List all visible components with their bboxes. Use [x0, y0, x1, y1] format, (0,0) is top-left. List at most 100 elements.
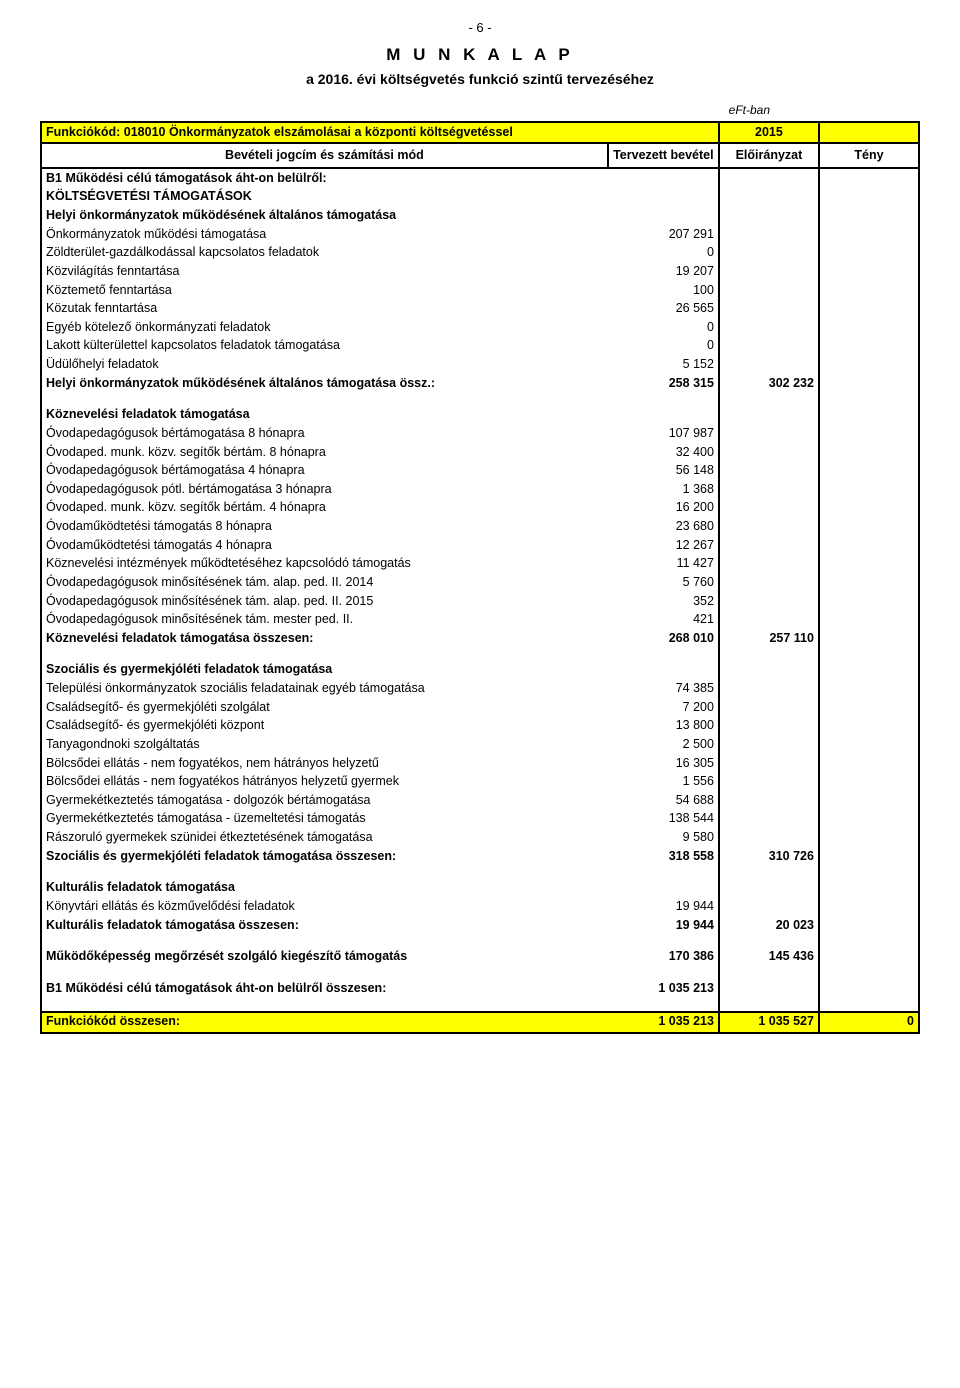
row-value: 207 291 — [608, 225, 719, 244]
row-label: Önkormányzatok működési támogatása — [41, 225, 608, 244]
footer-label: Funkciókód összesen: — [41, 1012, 608, 1033]
row-value: 54 688 — [608, 791, 719, 810]
section2-sum: Köznevelési feladatok támogatása összese… — [41, 629, 919, 648]
row-value: 13 800 — [608, 717, 719, 736]
row-value: 5 760 — [608, 573, 719, 592]
budget-table: Funkciókód: 018010 Önkormányzatok elszám… — [40, 121, 920, 1034]
table-row: Tanyagondnoki szolgáltatás2 500 — [41, 735, 919, 754]
table-row: Gyermekétkeztetés támogatása - dolgozók … — [41, 791, 919, 810]
row-label: Óvodapedagógusok bértámogatása 4 hónapra — [41, 462, 608, 481]
row-value: 74 385 — [608, 680, 719, 699]
row-value: 1 556 — [608, 773, 719, 792]
spacer — [41, 966, 919, 979]
row-value: 56 148 — [608, 462, 719, 481]
row-value: 1 368 — [608, 480, 719, 499]
row-value: 2 500 — [608, 735, 719, 754]
row-value: 0 — [608, 244, 719, 263]
section1-sum: Helyi önkormányzatok működésének általán… — [41, 374, 919, 393]
table-row: Óvodapedagógusok minősítésének tám. alap… — [41, 592, 919, 611]
column-headers: Bevételi jogcím és számítási mód Terveze… — [41, 143, 919, 169]
row-value: 32 400 — [608, 443, 719, 462]
table-row: Rászoruló gyermekek szünidei étkeztetésé… — [41, 829, 919, 848]
table-row: Lakott külterülettel kapcsolatos feladat… — [41, 337, 919, 356]
row-value: 11 427 — [608, 555, 719, 574]
row-label: Egyéb kötelező önkormányzati feladatok — [41, 318, 608, 337]
page-number: - 6 - — [40, 20, 920, 35]
row-label: Óvodaped. munk. közv. segítők bértám. 4 … — [41, 499, 608, 518]
table-row: Családsegítő- és gyermekjóléti szolgálat… — [41, 698, 919, 717]
row-label: Települési önkormányzatok szociális fela… — [41, 680, 608, 699]
spacer — [41, 866, 919, 879]
row-value: 19 207 — [608, 262, 719, 281]
grand-total: B1 Működési célú támogatások áht-on belü… — [41, 979, 919, 998]
spacer — [41, 648, 919, 661]
spacer — [41, 393, 919, 406]
row-label: Rászoruló gyermekek szünidei étkeztetésé… — [41, 829, 608, 848]
col-planned: Tervezett bevétel — [608, 143, 719, 169]
row-label: Óvodapedagógusok minősítésének tám. alap… — [41, 573, 608, 592]
table-row: Önkormányzatok működési támogatása207 29… — [41, 225, 919, 244]
footer-prev: 1 035 527 — [719, 1012, 819, 1033]
row-value: 100 — [608, 281, 719, 300]
footer-val: 1 035 213 — [608, 1012, 719, 1033]
table-row: Települési önkormányzatok szociális fela… — [41, 680, 919, 699]
section1-title1: B1 Működési célú támogatások áht-on belü… — [41, 168, 919, 188]
row-label: Közvilágítás fenntartása — [41, 262, 608, 281]
section3-title: Szociális és gyermekjóléti feladatok tám… — [41, 661, 919, 680]
footer-fact: 0 — [819, 1012, 919, 1033]
section4-sum: Kulturális feladatok támogatása összesen… — [41, 916, 919, 935]
section3-sum: Szociális és gyermekjóléti feladatok tám… — [41, 847, 919, 866]
row-label: Üdülőhelyi feladatok — [41, 356, 608, 375]
row-value: 12 267 — [608, 536, 719, 555]
row-value: 7 200 — [608, 698, 719, 717]
table-row: Óvodapedagógusok minősítésének tám. alap… — [41, 573, 919, 592]
table-row: Bölcsődei ellátás - nem fogyatékos, nem … — [41, 754, 919, 773]
section1-title3: Helyi önkormányzatok működésének általán… — [41, 207, 919, 226]
row-label: Könyvtári ellátás és közművelődési felad… — [41, 897, 608, 916]
col-fact: Tény — [819, 143, 919, 169]
table-row: Óvodaped. munk. közv. segítők bértám. 8 … — [41, 443, 919, 462]
row-value: 107 987 — [608, 424, 719, 443]
table-row: Családsegítő- és gyermekjóléti központ13… — [41, 717, 919, 736]
row-label: Családsegítő- és gyermekjóléti központ — [41, 717, 608, 736]
row-label: Bölcsődei ellátás - nem fogyatékos hátrá… — [41, 773, 608, 792]
row-label: Családsegítő- és gyermekjóléti szolgálat — [41, 698, 608, 717]
header-year: 2015 — [719, 122, 819, 143]
row-value: 23 680 — [608, 518, 719, 537]
unit-label: eFt-ban — [40, 103, 920, 117]
row-value: 16 305 — [608, 754, 719, 773]
row-value: 26 565 — [608, 300, 719, 319]
section2-title: Köznevelési feladatok támogatása — [41, 406, 919, 425]
row-label: Köztemető fenntartása — [41, 281, 608, 300]
row-value: 0 — [608, 337, 719, 356]
row-value: 19 944 — [608, 897, 719, 916]
table-row: Óvodaped. munk. közv. segítők bértám. 4 … — [41, 499, 919, 518]
table-row: Óvodapedagógusok bértámogatása 4 hónapra… — [41, 462, 919, 481]
spacer — [41, 998, 919, 1012]
table-row: Zöldterület-gazdálkodással kapcsolatos f… — [41, 244, 919, 263]
doc-title: M U N K A L A P — [40, 45, 920, 65]
page: - 6 - M U N K A L A P a 2016. évi költsé… — [0, 0, 960, 1064]
table-row: Köztemető fenntartása100 — [41, 281, 919, 300]
table-row: Köznevelési intézmények működtetéséhez k… — [41, 555, 919, 574]
section5-sum: Működőképesség megőrzését szolgáló kiegé… — [41, 948, 919, 967]
section4-title: Kulturális feladatok támogatása — [41, 879, 919, 898]
section1-title2: KÖLTSÉGVETÉSI TÁMOGATÁSOK — [41, 188, 919, 207]
row-label: Bölcsődei ellátás - nem fogyatékos, nem … — [41, 754, 608, 773]
row-label: Lakott külterülettel kapcsolatos feladat… — [41, 337, 608, 356]
footer-row: Funkciókód összesen: 1 035 213 1 035 527… — [41, 1012, 919, 1033]
row-label: Közutak fenntartása — [41, 300, 608, 319]
spacer — [41, 935, 919, 948]
row-value: 0 — [608, 318, 719, 337]
row-label: Óvodapedagógusok pótl. bértámogatása 3 h… — [41, 480, 608, 499]
table-row: Egyéb kötelező önkormányzati feladatok0 — [41, 318, 919, 337]
table-row: Óvodapedagógusok pótl. bértámogatása 3 h… — [41, 480, 919, 499]
table-row: Üdülőhelyi feladatok5 152 — [41, 356, 919, 375]
table-row: Óvodaműködtetési támogatás 8 hónapra23 6… — [41, 518, 919, 537]
doc-subtitle: a 2016. évi költségvetés funkció szintű … — [40, 71, 920, 87]
row-value: 5 152 — [608, 356, 719, 375]
row-label: Zöldterület-gazdálkodással kapcsolatos f… — [41, 244, 608, 263]
table-row: Gyermekétkeztetés támogatása - üzemeltet… — [41, 810, 919, 829]
row-label: Óvodaműködtetési támogatás 8 hónapra — [41, 518, 608, 537]
func-code-label: Funkciókód: 018010 Önkormányzatok elszám… — [41, 122, 719, 143]
